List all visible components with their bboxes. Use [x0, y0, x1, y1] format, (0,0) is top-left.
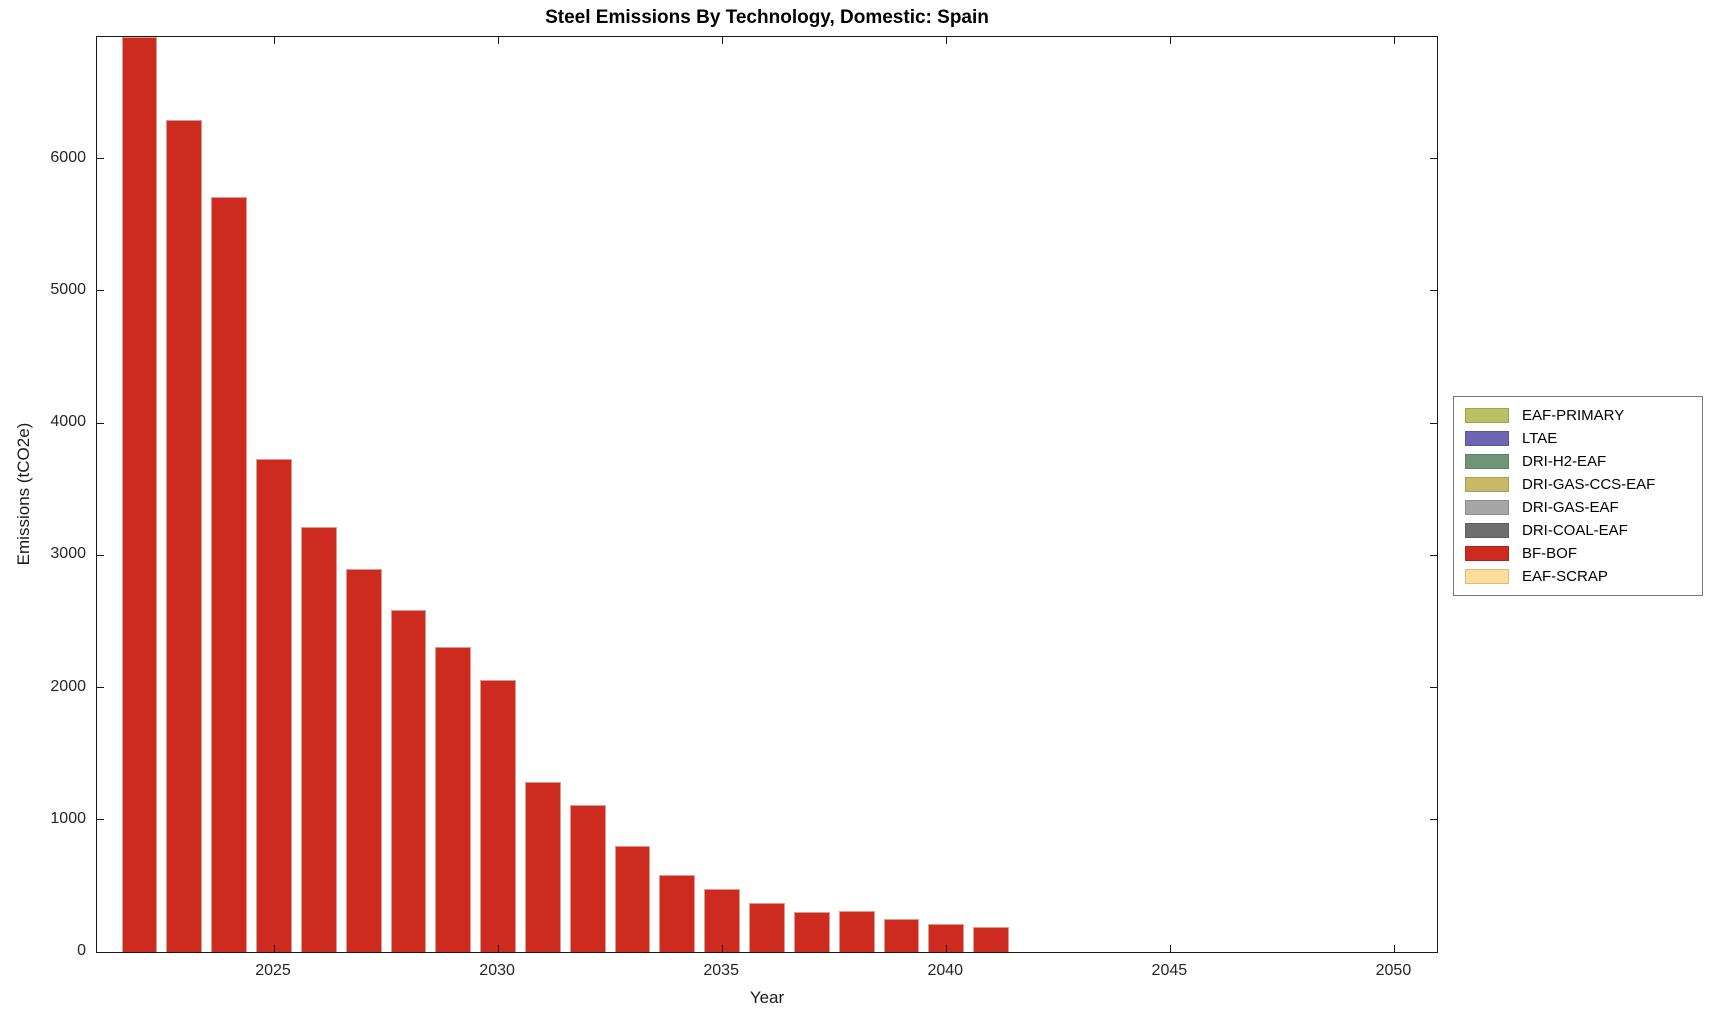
legend-label-dri-coal-eaf: DRI-COAL-EAF: [1522, 522, 1628, 539]
y-tick-right-6000: [1430, 158, 1437, 160]
x-axis-label: Year: [749, 988, 785, 1007]
y-tick-0: [97, 951, 104, 953]
y-tick-label-4000: 4000: [50, 413, 86, 431]
legend-item-eaf-primary: EAF-PRIMARY: [1454, 404, 1702, 427]
legend-label-bf-bof: BF-BOF: [1522, 545, 1577, 562]
y-tick-right-1000: [1430, 819, 1437, 821]
bar-bf-bof-2026: [300, 526, 337, 952]
legend-swatch-ltae: [1465, 431, 1509, 446]
y-tick-4000: [97, 422, 104, 424]
bar-bf-bof-2034: [659, 875, 696, 952]
bar-bf-bof-2025: [256, 458, 292, 952]
x-tick-top-2050: [1393, 37, 1395, 44]
x-tick-top-2035: [721, 37, 723, 44]
legend: EAF-PRIMARY LTAE DRI-H2-EAF DRI-GAS-CCS-EAF…: [1453, 396, 1703, 596]
bar-bf-bof-2028: [390, 609, 427, 952]
legend-swatch-dri-gas-ccs-eaf: [1465, 477, 1509, 492]
legend-item-dri-gas-eaf: DRI-GAS-EAF: [1454, 496, 1702, 519]
x-tick-label-2030: 2030: [479, 962, 515, 979]
y-tick-5000: [97, 290, 104, 292]
legend-item-eaf-scrap: EAF-SCRAP: [1454, 565, 1702, 588]
bar-bf-bof-2035: [704, 888, 741, 952]
y-tick-label-6000: 6000: [50, 148, 86, 166]
y-axis-label: Emissions (tCO2e): [14, 422, 33, 566]
x-tick-2025: [273, 945, 275, 952]
y-tick-label-1000: 1000: [50, 809, 86, 827]
bar-bf-bof-2029: [435, 646, 472, 952]
bar-bf-bof-2030: [480, 680, 517, 952]
legend-swatch-bf-bof: [1465, 546, 1509, 561]
legend-item-ltae: LTAE: [1454, 427, 1702, 450]
chart-title: Steel Emissions By Technology, Domestic:…: [545, 7, 989, 28]
y-tick-right-3000: [1430, 554, 1437, 556]
bar-bf-bof-2039: [883, 918, 920, 952]
x-tick-2045: [1169, 945, 1171, 952]
x-tick-top-2030: [497, 37, 499, 44]
x-tick-label-2045: 2045: [1151, 962, 1188, 979]
legend-label-dri-h2-eaf: DRI-H2-EAF: [1522, 453, 1607, 470]
legend-swatch-dri-h2-eaf: [1465, 454, 1509, 469]
y-tick-right-0: [1430, 951, 1437, 953]
y-tick-2000: [97, 687, 104, 689]
y-tick-right-4000: [1430, 422, 1437, 424]
y-tick-1000: [97, 819, 104, 821]
bar-bf-bof-2037: [793, 911, 830, 952]
bar-bf-bof-2023: [166, 120, 203, 952]
legend-item-bf-bof: BF-BOF: [1454, 542, 1702, 565]
x-tick-top-2040: [945, 37, 947, 44]
bar-bf-bof-2024: [211, 196, 248, 952]
y-tick-label-0: 0: [77, 942, 86, 959]
x-tick-label-2025: 2025: [255, 962, 291, 979]
y-tick-label-2000: 2000: [50, 677, 86, 695]
legend-label-eaf-primary: EAF-PRIMARY: [1522, 407, 1625, 424]
y-tick-6000: [97, 158, 104, 160]
y-tick-right-2000: [1430, 687, 1437, 689]
y-tick-label-3000: 3000: [50, 545, 86, 563]
legend-item-dri-h2-eaf: DRI-H2-EAF: [1454, 450, 1702, 473]
x-tick-top-2025: [273, 37, 275, 44]
x-tick-label-2050: 2050: [1375, 962, 1412, 979]
plot-area: [96, 36, 1438, 953]
x-tick-2035: [721, 945, 723, 952]
legend-item-dri-coal-eaf: DRI-COAL-EAF: [1454, 519, 1702, 542]
y-tick-right-5000: [1430, 290, 1437, 292]
legend-item-dri-gas-ccs-eaf: DRI-GAS-CCS-EAF: [1454, 473, 1702, 496]
bar-bf-bof-2031: [524, 782, 561, 952]
legend-label-dri-gas-ccs-eaf: DRI-GAS-CCS-EAF: [1522, 476, 1656, 493]
x-tick-2040: [945, 945, 947, 952]
x-tick-2030: [497, 945, 499, 952]
x-tick-2050: [1393, 945, 1395, 952]
x-tick-label-2040: 2040: [927, 962, 964, 979]
y-tick-label-5000: 5000: [50, 280, 86, 298]
legend-swatch-eaf-scrap: [1465, 569, 1509, 584]
legend-label-ltae: LTAE: [1522, 430, 1558, 447]
x-tick-label-2035: 2035: [703, 962, 739, 979]
legend-swatch-eaf-primary: [1465, 408, 1509, 423]
bar-bf-bof-2033: [614, 846, 651, 952]
bar-bf-bof-2022: [121, 37, 158, 952]
legend-swatch-dri-gas-eaf: [1465, 500, 1509, 515]
legend-label-dri-gas-eaf: DRI-GAS-EAF: [1522, 499, 1619, 516]
y-tick-3000: [97, 554, 104, 556]
bar-bf-bof-2041: [973, 926, 1009, 952]
legend-swatch-dri-coal-eaf: [1465, 523, 1509, 538]
bar-bf-bof-2027: [345, 568, 382, 952]
bar-bf-bof-2038: [838, 911, 875, 952]
bar-bf-bof-2036: [749, 903, 785, 952]
x-tick-top-2045: [1169, 37, 1171, 44]
bar-bf-bof-2032: [569, 805, 606, 952]
legend-label-eaf-scrap: EAF-SCRAP: [1522, 568, 1608, 585]
